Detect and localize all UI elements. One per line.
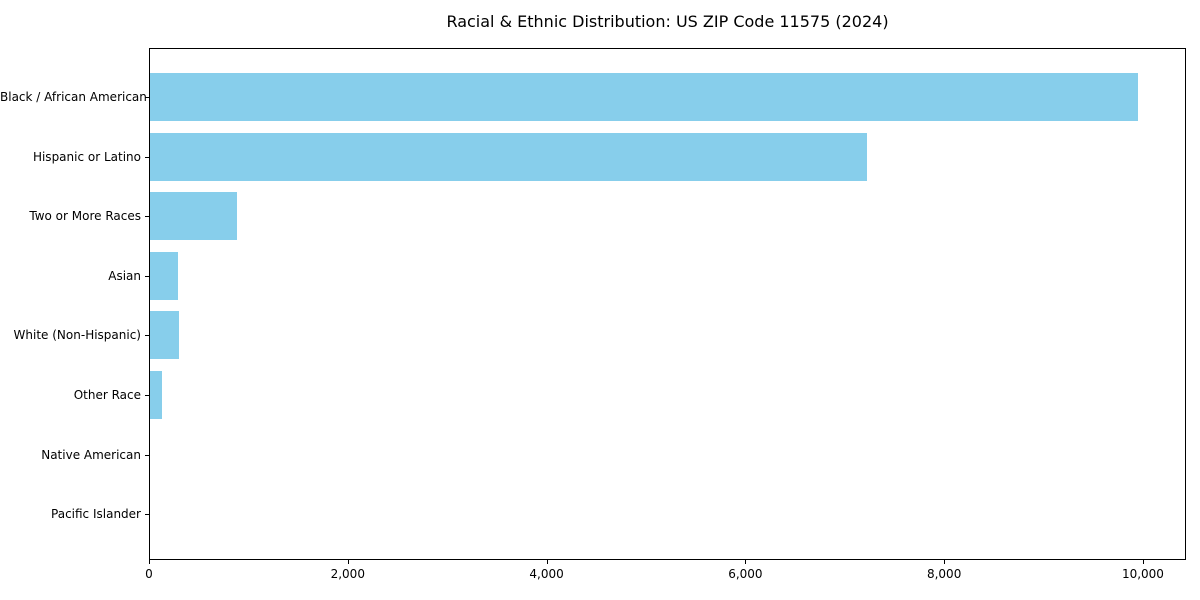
y-axis-label: Asian <box>108 268 141 283</box>
x-axis-tick-label: 10,000 <box>1121 567 1164 581</box>
x-axis-tick-label: 2,000 <box>330 567 365 581</box>
y-tick-mark <box>145 216 149 218</box>
x-axis-tick-label: 4,000 <box>529 567 564 581</box>
x-axis-tick-label: 0 <box>145 567 153 581</box>
x-tick-mark <box>347 560 349 564</box>
bar <box>150 311 179 360</box>
y-axis-label: Pacific Islander <box>51 507 141 522</box>
x-tick-mark <box>149 560 150 564</box>
y-tick-mark <box>145 156 149 158</box>
bar <box>150 192 238 241</box>
x-tick-mark <box>1142 560 1144 564</box>
bar <box>150 132 867 181</box>
bar <box>150 371 162 419</box>
y-axis-label: Other Race <box>73 388 141 402</box>
y-tick-mark <box>145 275 149 277</box>
y-tick-mark <box>145 514 149 516</box>
y-axis-label: Black / African American <box>0 90 147 104</box>
x-tick-mark <box>745 560 747 564</box>
y-tick-mark <box>145 97 149 98</box>
y-tick-mark <box>145 335 149 337</box>
x-axis-tick-label: 8,000 <box>926 567 962 581</box>
y-tick-mark <box>145 395 149 396</box>
x-tick-mark <box>546 560 548 564</box>
x-axis-tick-label: 6,000 <box>728 567 763 581</box>
bar <box>150 73 1138 121</box>
y-axis-label: Hispanic or Latino <box>32 149 141 164</box>
plot-area <box>149 48 1186 560</box>
y-axis-label: White (Non-Hispanic) <box>13 328 141 343</box>
y-axis-label: Native American <box>41 447 141 462</box>
bar <box>150 251 178 300</box>
y-tick-mark <box>145 454 149 456</box>
chart-title: Racial & Ethnic Distribution: US ZIP Cod… <box>446 12 889 31</box>
y-axis-label: Two or More Races <box>29 209 141 224</box>
x-tick-mark <box>944 560 946 564</box>
